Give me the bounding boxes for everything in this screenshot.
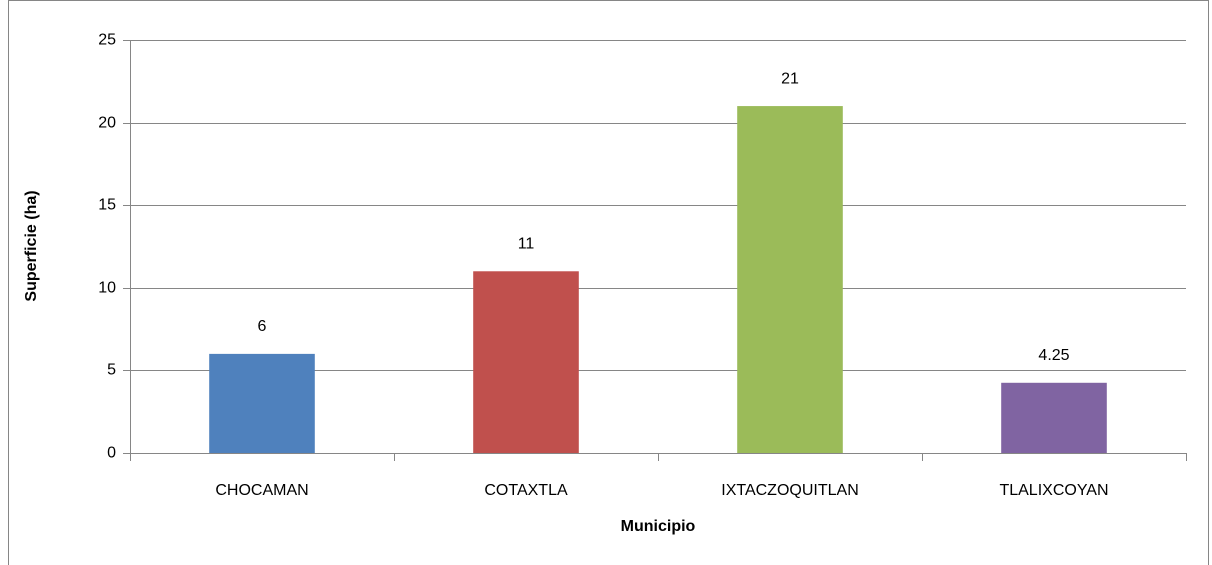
y-tick-label: 0: [107, 445, 116, 462]
x-tick-label: COTAXTLA: [484, 482, 568, 499]
x-axis-title: Municipio: [621, 518, 696, 535]
x-tick-label: IXTACZOQUITLAN: [721, 482, 859, 499]
x-tick-label: TLALIXCOYAN: [999, 482, 1108, 499]
y-tick-label: 5: [107, 362, 116, 379]
data-label: 21: [781, 70, 799, 87]
chart-border: [8, 0, 1209, 565]
bar: [1001, 382, 1107, 453]
bar: [473, 271, 579, 453]
bar: [209, 353, 315, 453]
y-tick-label: 20: [98, 115, 116, 132]
data-label: 11: [518, 235, 535, 252]
y-tick-label: 10: [98, 280, 116, 297]
x-tick-label: CHOCAMAN: [215, 482, 308, 499]
data-label: 6: [258, 318, 267, 335]
data-label: 4.25: [1038, 347, 1069, 364]
bar: [737, 106, 843, 453]
y-tick-label: 25: [98, 32, 116, 49]
y-tick-label: 15: [98, 197, 116, 214]
y-axis-title: Superficie (ha): [23, 190, 40, 301]
